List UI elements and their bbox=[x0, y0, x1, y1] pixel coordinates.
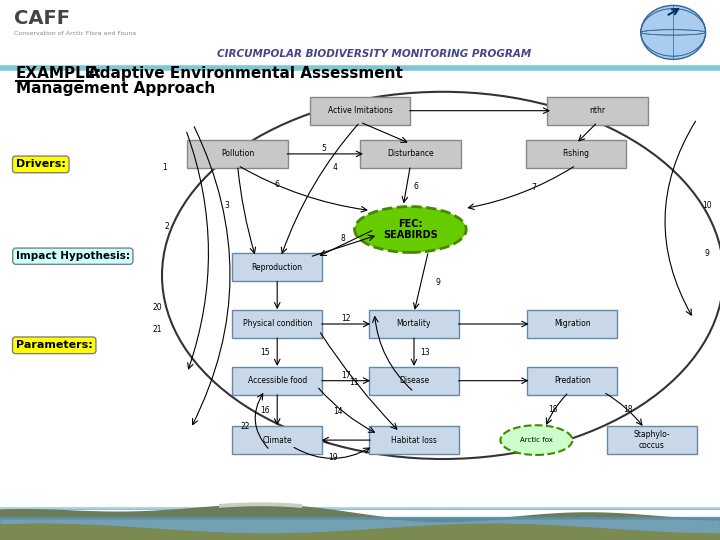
Bar bbox=[0, 508, 720, 509]
Text: Active Imitations: Active Imitations bbox=[328, 106, 392, 115]
Text: Reproduction: Reproduction bbox=[252, 263, 302, 272]
Text: 20: 20 bbox=[152, 303, 162, 312]
Bar bbox=[0, 508, 720, 509]
Text: 3: 3 bbox=[225, 201, 229, 210]
Bar bbox=[0, 508, 720, 509]
Text: 5: 5 bbox=[322, 144, 326, 153]
FancyBboxPatch shape bbox=[369, 426, 459, 454]
FancyBboxPatch shape bbox=[547, 97, 648, 125]
Bar bbox=[0, 508, 720, 509]
Text: 22: 22 bbox=[240, 422, 250, 431]
Text: Parameters:: Parameters: bbox=[16, 340, 93, 350]
Ellipse shape bbox=[354, 206, 467, 252]
Bar bbox=[0, 507, 720, 508]
Text: Disease: Disease bbox=[399, 376, 429, 385]
Text: 13: 13 bbox=[420, 348, 430, 356]
Bar bbox=[0, 508, 720, 510]
Text: 18: 18 bbox=[623, 405, 633, 414]
Bar bbox=[0, 507, 720, 509]
Text: 7: 7 bbox=[532, 184, 536, 192]
Text: Adaptive Environmental Assessment: Adaptive Environmental Assessment bbox=[88, 66, 402, 82]
Text: 10: 10 bbox=[702, 201, 712, 210]
Bar bbox=[0, 508, 720, 509]
Text: nthr: nthr bbox=[590, 106, 606, 115]
Text: CAFF: CAFF bbox=[14, 9, 71, 28]
Bar bbox=[0, 508, 720, 510]
FancyBboxPatch shape bbox=[526, 140, 626, 168]
Text: 18: 18 bbox=[548, 405, 558, 414]
FancyBboxPatch shape bbox=[187, 140, 288, 168]
Bar bbox=[0, 508, 720, 509]
Text: 8: 8 bbox=[341, 234, 345, 243]
Text: 11: 11 bbox=[349, 378, 359, 387]
Text: Climate: Climate bbox=[262, 436, 292, 444]
Text: Drivers:: Drivers: bbox=[16, 159, 66, 170]
Bar bbox=[0, 507, 720, 509]
FancyBboxPatch shape bbox=[232, 367, 323, 395]
FancyBboxPatch shape bbox=[527, 310, 618, 338]
Text: FEC:
SEABIRDS: FEC: SEABIRDS bbox=[383, 219, 438, 240]
Text: 4: 4 bbox=[333, 163, 337, 172]
Bar bbox=[0, 508, 720, 509]
Text: 15: 15 bbox=[260, 348, 270, 356]
Text: 1: 1 bbox=[162, 163, 166, 172]
Bar bbox=[0, 507, 720, 509]
Text: EXAMPLE:: EXAMPLE: bbox=[16, 66, 102, 82]
Text: 9: 9 bbox=[705, 249, 709, 258]
Ellipse shape bbox=[500, 426, 572, 455]
FancyBboxPatch shape bbox=[232, 253, 323, 281]
Bar bbox=[0, 508, 720, 510]
Text: CIRCUMPOLAR BIODIVERSITY MONITORING PROGRAM: CIRCUMPOLAR BIODIVERSITY MONITORING PROG… bbox=[217, 49, 531, 59]
Bar bbox=[0, 508, 720, 510]
Text: Management Approach: Management Approach bbox=[16, 81, 215, 96]
Text: 6: 6 bbox=[414, 183, 418, 191]
Text: Conservation of Arctic Flora and Fauna: Conservation of Arctic Flora and Fauna bbox=[14, 31, 137, 36]
Text: Mortality: Mortality bbox=[397, 320, 431, 328]
Bar bbox=[0, 507, 720, 508]
Text: 14: 14 bbox=[333, 407, 343, 416]
FancyBboxPatch shape bbox=[232, 310, 323, 338]
Bar bbox=[0, 508, 720, 509]
FancyBboxPatch shape bbox=[606, 426, 697, 454]
FancyBboxPatch shape bbox=[310, 97, 410, 125]
Text: 16: 16 bbox=[260, 406, 270, 415]
Text: 9: 9 bbox=[436, 279, 440, 287]
Bar bbox=[0, 507, 720, 509]
Text: 6: 6 bbox=[275, 180, 279, 189]
Text: 17: 17 bbox=[341, 371, 351, 380]
Text: 2: 2 bbox=[165, 222, 169, 231]
Ellipse shape bbox=[641, 5, 706, 59]
Text: 12: 12 bbox=[341, 314, 351, 323]
FancyBboxPatch shape bbox=[360, 140, 461, 168]
FancyBboxPatch shape bbox=[232, 426, 323, 454]
Text: Impact Hypothesis:: Impact Hypothesis: bbox=[16, 251, 130, 261]
Text: Physical condition: Physical condition bbox=[243, 320, 312, 328]
Text: Pollution: Pollution bbox=[221, 150, 254, 158]
FancyBboxPatch shape bbox=[369, 367, 459, 395]
Text: Staphylo-
coccus: Staphylo- coccus bbox=[634, 430, 670, 450]
Text: Predation: Predation bbox=[554, 376, 591, 385]
Text: Habitat loss: Habitat loss bbox=[391, 436, 437, 444]
Text: Migration: Migration bbox=[554, 320, 590, 328]
Text: Disturbance: Disturbance bbox=[387, 150, 433, 158]
Text: Fishing: Fishing bbox=[562, 150, 590, 158]
Bar bbox=[0, 507, 720, 509]
Text: Accessible food: Accessible food bbox=[248, 376, 307, 385]
Text: Arctic fox: Arctic fox bbox=[520, 437, 553, 443]
Bar bbox=[0, 508, 720, 509]
Text: 19: 19 bbox=[328, 453, 338, 462]
FancyBboxPatch shape bbox=[527, 367, 618, 395]
FancyBboxPatch shape bbox=[369, 310, 459, 338]
Text: 21: 21 bbox=[152, 325, 162, 334]
